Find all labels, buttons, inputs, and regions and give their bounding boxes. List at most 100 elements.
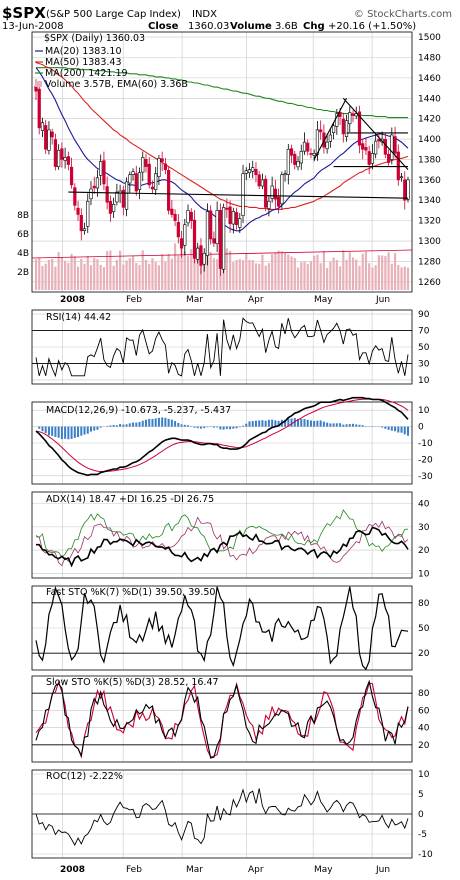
volume-bar <box>296 267 300 290</box>
macd-histogram-bar <box>67 426 70 440</box>
macd-histogram-bar <box>128 423 131 427</box>
y-tick-label: -30 <box>418 472 433 482</box>
macd-histogram-bar <box>384 426 387 429</box>
volume-bar <box>47 260 51 290</box>
volume-bar <box>151 258 154 290</box>
roc-line <box>35 788 409 846</box>
volume-bar <box>106 251 109 290</box>
volume-bar <box>51 258 54 290</box>
macd-histogram-bar <box>345 424 348 427</box>
volume-bar <box>99 264 102 290</box>
macd-histogram-bar <box>297 418 300 427</box>
rsi-panel: 10 30 50 70 90 <box>31 309 430 386</box>
trendline <box>342 97 409 171</box>
volume-bar <box>170 258 173 290</box>
macd-histogram-bar <box>161 417 164 427</box>
volume-bar <box>287 254 290 290</box>
candle-body <box>225 207 229 210</box>
candle-body <box>47 129 51 151</box>
candle-body <box>53 139 58 167</box>
fast-sto-title: Fast STO %K(7) %D(1) 39.50, 39.50 <box>46 587 215 598</box>
macd-histogram-bar <box>306 419 309 427</box>
macd-histogram-bar <box>251 420 254 427</box>
volume-bar <box>381 255 384 290</box>
candle-body <box>228 206 232 224</box>
volume-bar <box>335 260 338 290</box>
price-legend: $SPX (Daily) 1360.03 MA(20) 1383.10 MA(5… <box>35 33 188 90</box>
candle-body <box>231 211 235 225</box>
volume-bar <box>374 265 377 290</box>
y-tick-label: 30 <box>418 359 430 369</box>
candle-body <box>247 169 252 174</box>
watermark: © StockCharts.com <box>354 9 452 20</box>
candle-body <box>92 185 96 189</box>
macd-histogram-bar <box>261 420 264 427</box>
candle-body <box>344 120 349 137</box>
volume-bar <box>112 265 115 290</box>
candle-body <box>331 125 336 134</box>
candle-body <box>176 221 180 238</box>
candle-body <box>157 158 161 177</box>
volume-bar <box>267 263 271 290</box>
adx-line <box>36 526 409 568</box>
volume-bar <box>186 255 190 290</box>
candle-body <box>283 173 287 176</box>
macd-histogram-bar <box>332 423 335 427</box>
legend-ma50: MA(50) 1383.43 <box>45 57 122 68</box>
candle-body <box>131 171 135 175</box>
volume-tick-label: 2B <box>17 268 29 278</box>
y-tick-label: 20 <box>418 649 430 659</box>
volume-bar <box>102 267 106 290</box>
volume-bar <box>406 267 410 290</box>
candle-body <box>293 153 297 165</box>
volume-bar <box>290 256 293 290</box>
y-tick-label: 1260 <box>418 278 441 288</box>
volume-bar <box>361 253 364 290</box>
x-label-bottom-mar: Mar <box>186 865 203 875</box>
slow-sto-k-line <box>35 679 409 759</box>
macd-histogram-bar <box>403 426 406 435</box>
macd-histogram-bar <box>212 426 215 428</box>
candle-body <box>60 148 64 160</box>
candle-body <box>40 122 45 131</box>
macd-histogram-bar <box>167 418 170 427</box>
y-tick-label: 0 <box>418 810 424 820</box>
candle-body <box>199 245 203 266</box>
macd-histogram-bar <box>115 425 118 427</box>
candle-body <box>222 207 226 270</box>
macd-histogram-bar <box>60 426 63 440</box>
macd-histogram-bar <box>309 420 312 427</box>
volume-bar <box>248 259 251 290</box>
macd-histogram-bar <box>170 419 173 427</box>
candle-body <box>147 163 151 186</box>
volume-bar <box>397 264 400 290</box>
legend-volume: Volume 3.57B, EMA(60) 3.36B <box>45 79 188 90</box>
candle-body <box>257 174 261 187</box>
macd-histogram-bar <box>225 426 228 430</box>
macd-histogram-bar <box>138 421 141 427</box>
fast-sto-panel: 20 50 80 <box>31 585 430 671</box>
y-tick-label: 20 <box>418 546 430 556</box>
y-tick-label: 80 <box>418 689 430 699</box>
volume-bar <box>319 263 322 290</box>
macd-line <box>35 396 409 477</box>
y-tick-label: 40 <box>418 724 430 734</box>
macd-histogram-bar <box>177 422 180 427</box>
candle-body <box>115 191 119 203</box>
volume-bar <box>332 257 335 290</box>
volume-bar <box>115 260 118 290</box>
candle-body <box>163 163 167 170</box>
candle-body <box>399 176 404 179</box>
candle-body <box>296 161 300 168</box>
volume-bar <box>80 259 83 290</box>
candle-body <box>312 153 316 156</box>
y-tick-label: 10 <box>418 406 430 416</box>
macd-histogram-bar <box>187 425 190 427</box>
candle-body <box>205 211 210 256</box>
volume-bar <box>228 250 232 290</box>
volume-ema-line <box>31 249 413 259</box>
adx-panel: 10 20 30 40 <box>31 491 430 579</box>
volume-bar <box>86 255 89 290</box>
volume-bar <box>180 244 183 290</box>
volume-bar <box>38 257 41 290</box>
